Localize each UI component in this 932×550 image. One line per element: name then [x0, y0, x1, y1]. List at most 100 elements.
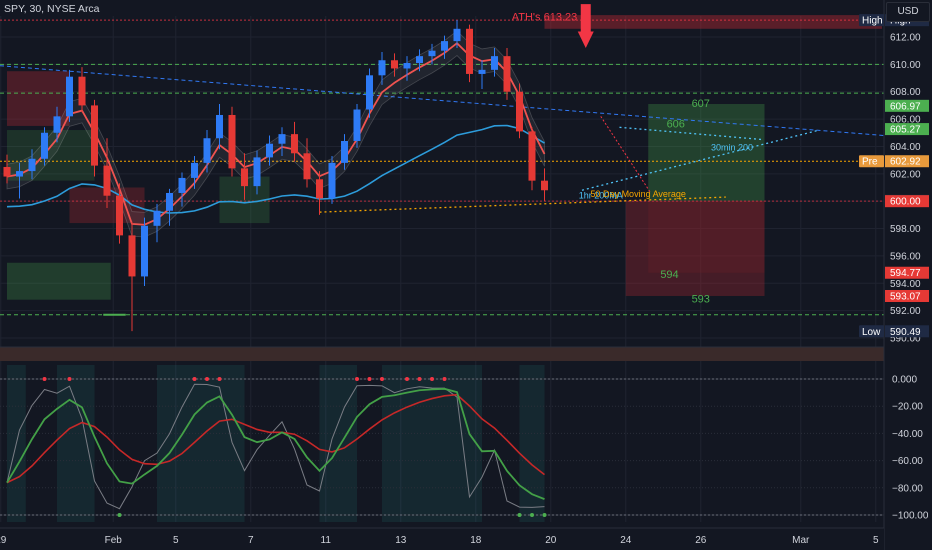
candle: [478, 60, 486, 89]
candle: [491, 47, 498, 77]
candle-body: [203, 138, 211, 163]
candle-body: [316, 179, 323, 199]
price-tag-value: 605.27: [890, 125, 921, 136]
osc-top-dot: [217, 377, 222, 381]
price-tag: [859, 155, 929, 168]
candle-body: [341, 140, 348, 163]
candle: [353, 104, 361, 148]
candle: [28, 149, 36, 180]
candle-body: [278, 134, 286, 144]
candle: [228, 106, 236, 177]
candle-body: [416, 56, 423, 63]
candle-body: [241, 168, 248, 187]
price-tick-label: 604.00: [890, 142, 921, 153]
price-tick-label: 606.00: [890, 115, 921, 126]
price-tag-value: 602.92: [890, 157, 921, 168]
candle: [503, 47, 511, 100]
price-tag-label-bg: [859, 14, 884, 27]
candle-body: [66, 76, 73, 117]
ma200-1h-line: [581, 129, 820, 191]
candle-body: [91, 105, 98, 166]
price-tag-value-bg: [885, 195, 929, 208]
time-tick-label: 11: [321, 535, 332, 546]
symbol-title: SPY, 30, NYSE Arca: [4, 3, 100, 15]
candle: [91, 99, 98, 177]
candle-body: [253, 157, 261, 187]
annotation-label: 606: [667, 118, 685, 130]
candle: [253, 150, 261, 195]
candle-body: [78, 76, 86, 106]
candle: [216, 104, 223, 150]
currency-button[interactable]: USD: [886, 2, 930, 22]
candle-body: [403, 62, 411, 69]
price-tag-value-bg: [885, 266, 929, 279]
price-tag-label-bg: [859, 325, 884, 338]
candle: [53, 106, 61, 143]
time-tick-label: 7: [248, 535, 254, 546]
price-tag: [859, 325, 929, 338]
candle: [116, 183, 123, 244]
ma-slow-line: [6, 124, 545, 214]
osc-top-dot: [442, 377, 447, 381]
price-tick-label: 590.00: [890, 334, 921, 345]
zone-box: [648, 200, 765, 273]
price-tag-label-bg: [859, 155, 884, 168]
osc-bottom-dot: [542, 513, 547, 517]
osc-top-dot: [205, 377, 209, 381]
annotation-label: 50 Day Moving Average: [591, 189, 686, 199]
candle-body: [291, 134, 298, 154]
time-tick-label: 29: [0, 535, 7, 546]
candle: [3, 154, 11, 184]
time-tick-label: 5: [873, 535, 879, 546]
time-tick-label: 24: [620, 535, 632, 546]
price-tick-label: 602.00: [890, 169, 921, 180]
price-tag-value: 606.97: [890, 101, 921, 112]
osc-top-dot: [417, 377, 422, 381]
candle: [41, 127, 48, 166]
time-tick-label: 18: [470, 535, 482, 546]
price-tag: [885, 123, 929, 136]
price-tag-value: 600.00: [890, 197, 921, 208]
osc-top-dot: [380, 377, 384, 381]
price-tag-value-bg: [885, 123, 929, 136]
zone-box: [625, 200, 765, 296]
price-tick-label: 612.00: [890, 33, 921, 44]
candle-body: [153, 210, 161, 226]
candle-body: [466, 28, 473, 74]
candle: [178, 172, 186, 207]
osc-top-dot: [355, 377, 359, 381]
candle-body: [378, 60, 386, 76]
candle: [278, 127, 286, 157]
annotation-label: 594: [660, 269, 678, 281]
zone-box: [648, 104, 765, 201]
time-tick-label: 26: [695, 535, 707, 546]
candle-body: [128, 235, 136, 277]
candle: [316, 171, 323, 215]
osc-tick-label: −80.00: [892, 483, 923, 494]
price-tick-label: 594.00: [890, 279, 921, 290]
candle-body: [191, 162, 198, 178]
osc-bottom-dot: [530, 513, 534, 517]
price-tag-label: Pre: [862, 157, 878, 168]
osc-top-dot: [367, 377, 372, 381]
osc-zone: [519, 365, 545, 522]
price-tag-value-bg: [885, 289, 929, 302]
osc-top-dot: [430, 377, 434, 381]
candle-body: [516, 91, 523, 132]
candle: [266, 135, 273, 166]
candle: [391, 53, 398, 77]
candle-body: [216, 114, 223, 139]
candle-body: [53, 116, 61, 133]
zone-box: [544, 15, 882, 29]
candle-body: [228, 114, 236, 169]
candle-body: [491, 56, 498, 70]
candle-body: [166, 192, 173, 211]
candle-body: [428, 50, 436, 57]
osc-tick-label: 0.000: [892, 375, 917, 386]
candle-body: [41, 132, 48, 159]
osc-zone: [157, 365, 245, 522]
time-tick-label: 13: [395, 535, 407, 546]
candle: [466, 24, 473, 83]
